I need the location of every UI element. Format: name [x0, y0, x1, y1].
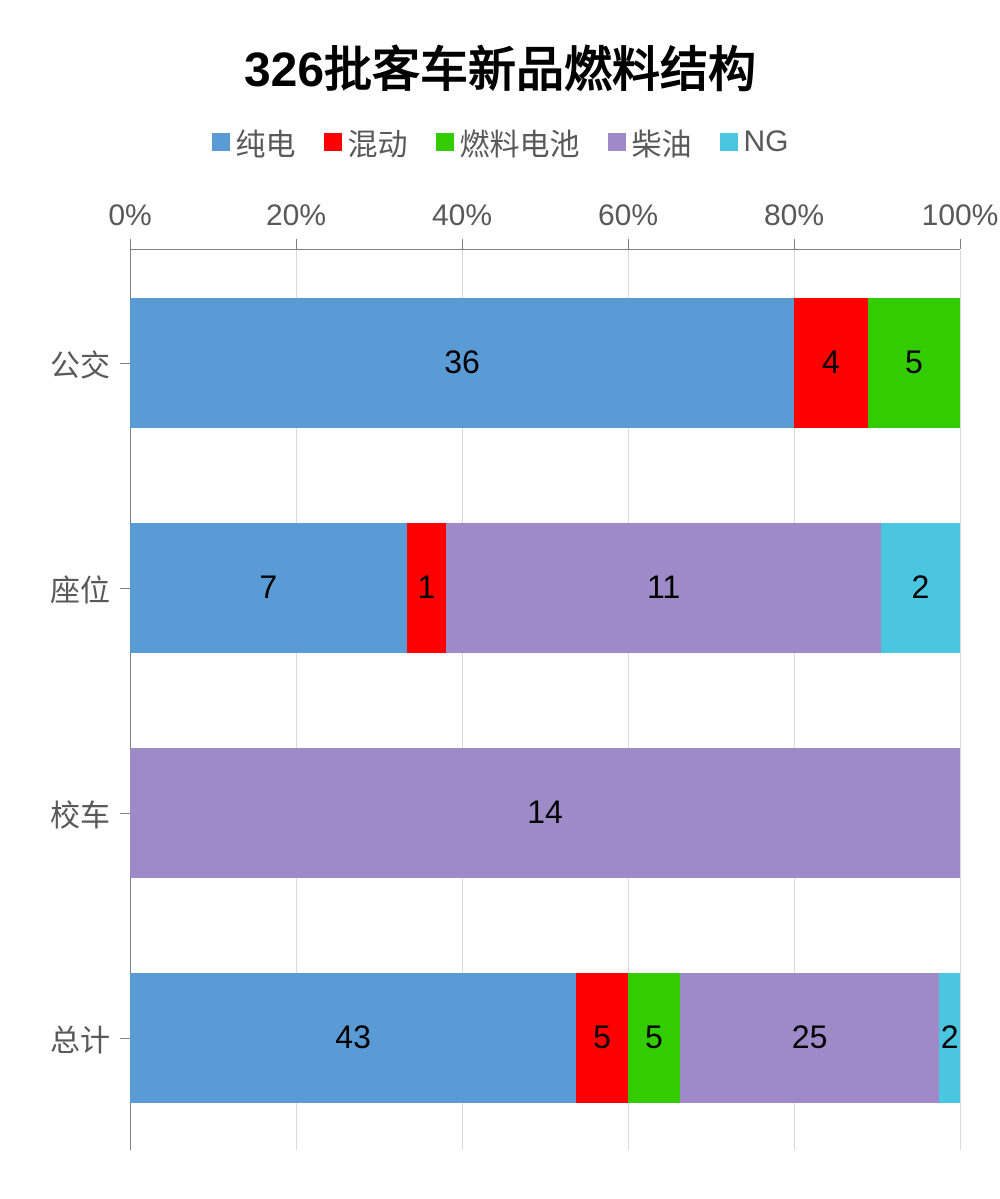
chart-legend: 纯电 混动 燃料电池 柴油 NG [0, 120, 1000, 164]
bar-segment: 14 [130, 748, 960, 878]
bar-value-label: 7 [259, 569, 277, 606]
x-tick-label: 80% [764, 199, 824, 233]
bar-segment: 43 [130, 973, 576, 1103]
legend-label: NG [744, 125, 789, 159]
x-tick-label: 0% [108, 199, 151, 233]
bar-value-label: 2 [941, 1019, 959, 1056]
bar-row: 公交3645 [130, 250, 960, 475]
legend-swatch [608, 133, 626, 151]
bar-stack: 14 [130, 748, 960, 878]
x-tick-mark [130, 239, 131, 249]
bar-stack: 36 4 5 [130, 298, 960, 428]
legend-item: 纯电 [212, 120, 296, 164]
x-axis: 0%20%40%60%80%100% [130, 199, 960, 249]
bar-segment: 2 [881, 523, 960, 653]
bar-value-label: 25 [792, 1019, 828, 1056]
x-tick-label: 40% [432, 199, 492, 233]
bar-segment: 7 [130, 523, 407, 653]
legend-swatch [324, 133, 342, 151]
x-tick-mark [296, 239, 297, 249]
category-label: 座位 [0, 566, 110, 610]
chart-title: 326批客车新品燃料结构 [0, 0, 1000, 120]
legend-label: 纯电 [236, 120, 296, 164]
bar-segment: 36 [130, 298, 794, 428]
bar-stack: 43 55 25 2 [130, 973, 960, 1103]
legend-item: 柴油 [608, 120, 692, 164]
chart-container: 326批客车新品燃料结构 纯电 混动 燃料电池 柴油 NG 0% 20% 40% 60% 80%… [0, 0, 1000, 1199]
legend-item: NG [720, 120, 789, 164]
bar-value-label: 14 [527, 794, 563, 831]
x-tick-label: 20% [266, 199, 326, 233]
bar-segment: 2 [939, 973, 960, 1103]
bar-value-label: 5 [645, 1019, 663, 1056]
bar-row: 总计4355252 [130, 925, 960, 1150]
gridline [960, 250, 961, 1150]
plot-area: 公交3645座位71112校车14总计4355252 [130, 249, 960, 1150]
legend-swatch [720, 133, 738, 151]
legend-swatch [212, 133, 230, 151]
category-label: 总计 [0, 1016, 110, 1060]
category-label: 校车 [0, 791, 110, 835]
category-label: 公交 [0, 341, 110, 385]
bar-segment: 5 [628, 973, 680, 1103]
legend-item: 混动 [324, 120, 408, 164]
x-tick-mark [794, 239, 795, 249]
x-tick-label: 100% [922, 199, 999, 233]
bar-value-label: 11 [647, 569, 680, 606]
legend-label: 混动 [348, 120, 408, 164]
y-tick-mark [120, 363, 130, 364]
bar-segment: 11 [446, 523, 881, 653]
bar-value-label: 5 [593, 1019, 611, 1056]
bar-row: 校车14 [130, 700, 960, 925]
bar-value-label: 4 [822, 344, 840, 381]
chart-axis-area: 0%20%40%60%80%100% 公交3645座位71112校车14总计43… [130, 199, 960, 1150]
bar-stack: 71112 [130, 523, 960, 653]
legend-label: 燃料电池 [460, 120, 580, 164]
bar-segment: 4 [794, 298, 868, 428]
y-tick-mark [120, 1038, 130, 1039]
bar-value-label: 2 [912, 569, 930, 606]
bar-value-label: 36 [444, 344, 480, 381]
x-tick-mark [960, 239, 961, 249]
bar-segment: 25 [680, 973, 939, 1103]
x-tick-label: 60% [598, 199, 658, 233]
bar-value-label: 5 [905, 344, 923, 381]
legend-swatch [436, 133, 454, 151]
y-tick-mark [120, 588, 130, 589]
bar-segment: 1 [407, 523, 447, 653]
bar-value-label: 43 [335, 1019, 371, 1056]
x-tick-mark [628, 239, 629, 249]
bar-value-label: 1 [418, 569, 436, 606]
legend-label: 柴油 [632, 120, 692, 164]
bar-segment: 5 [868, 298, 960, 428]
y-tick-mark [120, 813, 130, 814]
x-tick-mark [462, 239, 463, 249]
legend-item: 燃料电池 [436, 120, 580, 164]
bar-segment: 5 [576, 973, 628, 1103]
bar-row: 座位71112 [130, 475, 960, 700]
